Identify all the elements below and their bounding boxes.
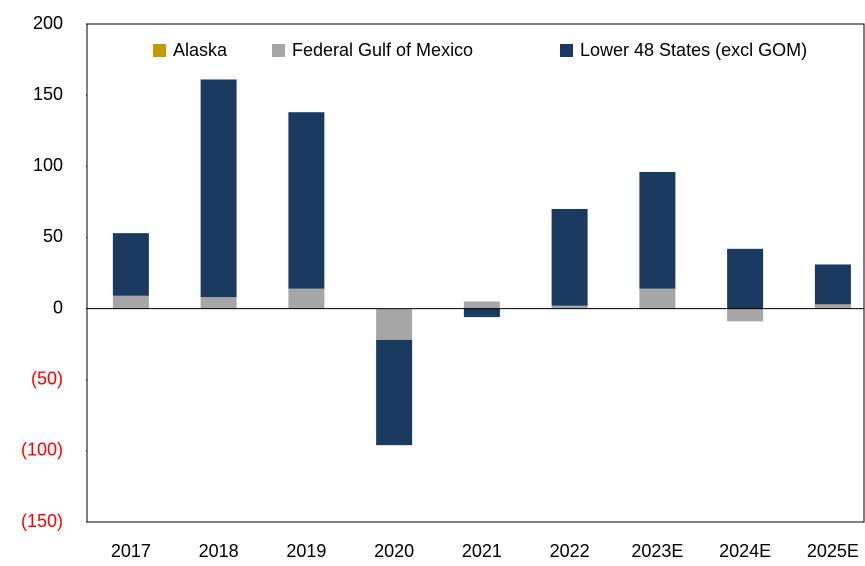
- y-tick-label: 100: [33, 155, 63, 175]
- x-tick-label: 2021: [462, 541, 502, 561]
- x-tick-label: 2018: [199, 541, 239, 561]
- bar-segment: [639, 171, 676, 289]
- bar-segment: [551, 305, 588, 309]
- legend-swatch: [560, 44, 573, 57]
- y-tick-label: 150: [33, 84, 63, 104]
- bar-segment: [727, 308, 764, 322]
- y-tick-label: 50: [43, 226, 63, 246]
- y-tick-label: (50): [31, 368, 63, 388]
- y-tick-label: (100): [21, 440, 63, 460]
- bar-segment: [463, 301, 500, 309]
- x-tick-label: 2023E: [631, 541, 683, 561]
- legend: Alaska Federal Gulf of Mexico Lower 48 S…: [153, 40, 807, 60]
- x-tick-label: 2020: [374, 541, 414, 561]
- bar-segment: [200, 297, 237, 309]
- bar-segment: [112, 233, 149, 296]
- legend-label: Alaska: [173, 40, 228, 60]
- plot-frame: [86, 23, 865, 523]
- legend-label: Federal Gulf of Mexico: [292, 40, 473, 60]
- bar-segment: [814, 264, 851, 305]
- legend-label: Lower 48 States (excl GOM): [580, 40, 807, 60]
- bar-segment: [639, 288, 676, 309]
- bar-segment: [112, 295, 149, 309]
- y-tick-label: 200: [33, 13, 63, 33]
- bar-segment: [463, 308, 500, 318]
- x-tick-label: 2025E: [807, 541, 859, 561]
- x-tick-label: 2017: [111, 541, 151, 561]
- bar-segment: [376, 308, 413, 340]
- bar-segment: [288, 288, 325, 309]
- bar-segment: [288, 112, 325, 289]
- bar-segment: [376, 339, 413, 446]
- bar-segment: [200, 79, 237, 298]
- legend-swatch: [272, 44, 285, 57]
- y-tick-label: 0: [53, 297, 63, 317]
- bar-segment: [814, 304, 851, 309]
- y-tick-label: (150): [21, 511, 63, 531]
- bar-segment: [551, 208, 588, 306]
- legend-swatch: [153, 44, 166, 57]
- x-tick-label: 2022: [550, 541, 590, 561]
- x-tick-label: 2024E: [719, 541, 771, 561]
- x-tick-label: 2019: [286, 541, 326, 561]
- bar-segment: [727, 248, 764, 309]
